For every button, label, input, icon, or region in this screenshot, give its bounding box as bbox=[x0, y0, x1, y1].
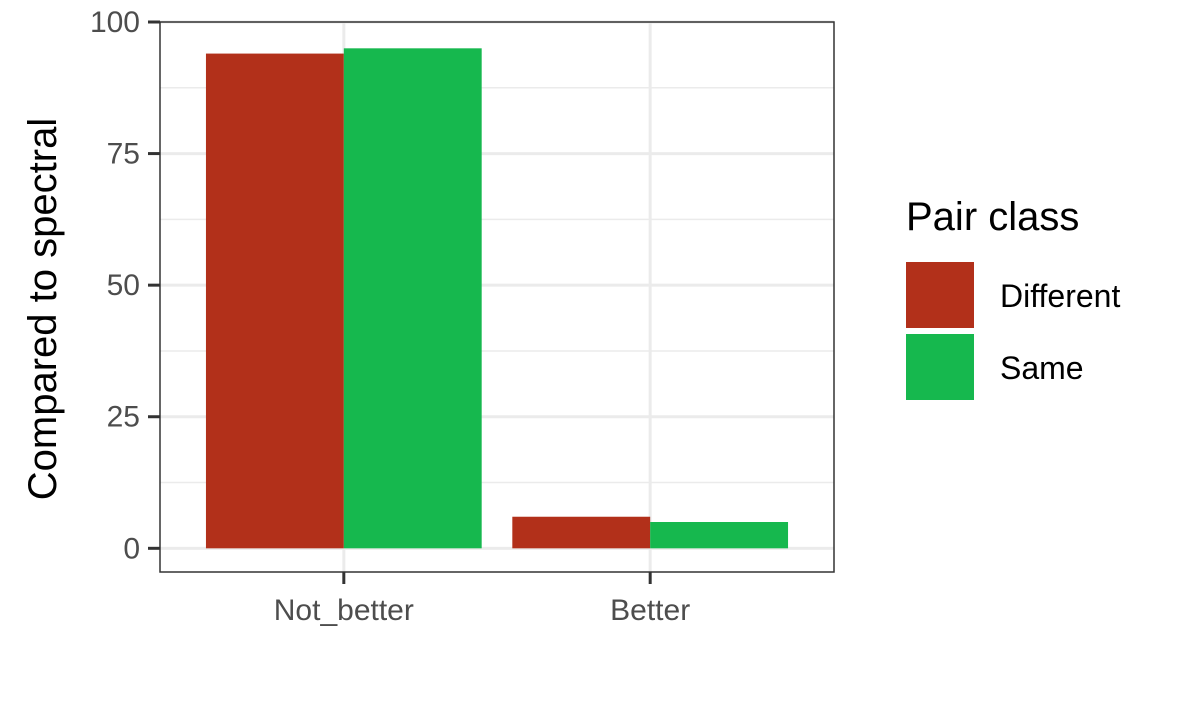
bar-same-better bbox=[650, 522, 789, 549]
y-tick-label: 75 bbox=[107, 138, 140, 171]
y-axis-title: Compared to spectral bbox=[21, 118, 65, 500]
bar-different-better bbox=[512, 516, 651, 549]
y-axis: 0 25 50 75 100 bbox=[90, 6, 160, 565]
legend: Pair class Different Same bbox=[906, 195, 1120, 400]
y-tick-label: 25 bbox=[107, 401, 140, 434]
bars bbox=[205, 48, 789, 549]
y-tick-label: 100 bbox=[90, 6, 140, 39]
x-tick-label: Not_better bbox=[274, 594, 414, 627]
legend-title: Pair class bbox=[906, 195, 1079, 239]
legend-label: Same bbox=[1000, 350, 1084, 386]
y-tick-label: 0 bbox=[123, 532, 140, 565]
bar-different-not_better bbox=[205, 53, 344, 549]
x-tick-label: Better bbox=[610, 594, 690, 627]
y-tick-label: 50 bbox=[107, 269, 140, 302]
plot-panel-border bbox=[159, 21, 835, 573]
legend-key-same bbox=[906, 334, 974, 400]
x-axis: Not_better Better bbox=[274, 572, 690, 627]
bar-same-not_better bbox=[343, 48, 482, 549]
legend-label: Different bbox=[1000, 278, 1120, 314]
legend-key-different bbox=[906, 262, 974, 328]
